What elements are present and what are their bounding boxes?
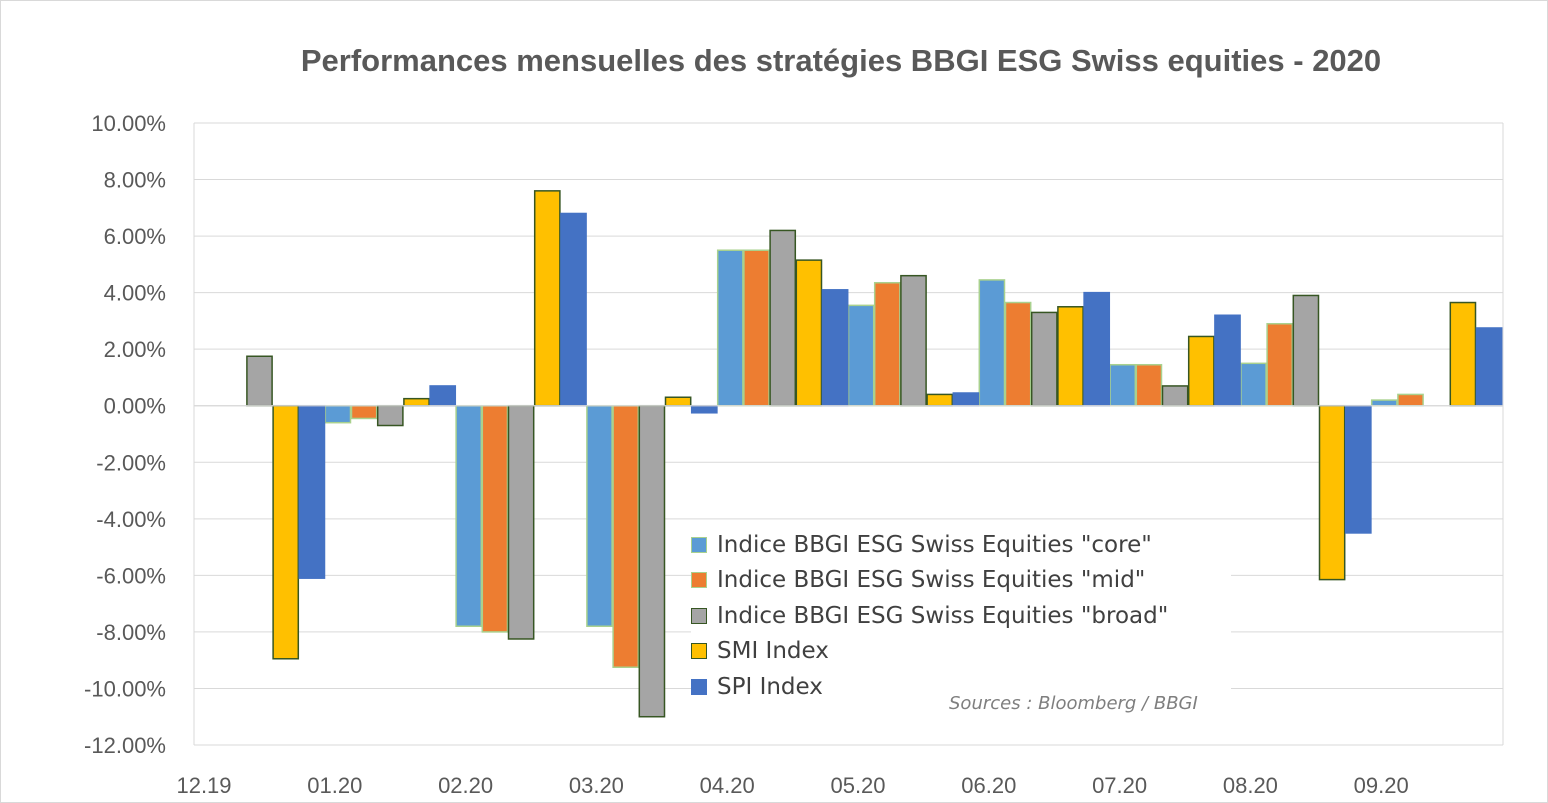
legend-label: Indice BBGI ESG Swiss Equities "core" bbox=[717, 531, 1152, 558]
y-tick-label: 8.00% bbox=[104, 168, 166, 193]
bar bbox=[481, 404, 509, 633]
bar bbox=[1030, 311, 1058, 407]
y-tick-label: -8.00% bbox=[96, 620, 166, 645]
y-tick-label: 0.00% bbox=[104, 394, 166, 419]
y-tick-label: 6.00% bbox=[104, 224, 166, 249]
bar bbox=[926, 393, 954, 407]
legend-label: SPI Index bbox=[717, 673, 823, 700]
bar bbox=[769, 229, 797, 407]
legend-item: Indice BBGI ESG Swiss Equities "broad" bbox=[691, 598, 1231, 634]
y-tick-label: -10.00% bbox=[84, 676, 166, 701]
bar bbox=[1397, 393, 1424, 407]
y-tick-label: 10.00% bbox=[91, 111, 166, 136]
x-tick-label: 04.20 bbox=[700, 773, 755, 798]
legend-swatch bbox=[691, 536, 707, 553]
bar bbox=[246, 355, 273, 407]
bar bbox=[1214, 314, 1241, 407]
legend-label: SMI Index bbox=[717, 638, 829, 665]
y-tick-label: -6.00% bbox=[96, 563, 166, 588]
bar bbox=[795, 259, 823, 407]
bar bbox=[1161, 385, 1189, 407]
bar bbox=[1266, 322, 1294, 407]
bar bbox=[743, 249, 770, 407]
bar bbox=[1083, 291, 1111, 407]
y-tick-label: -12.00% bbox=[84, 733, 166, 758]
bar bbox=[716, 249, 744, 407]
bar bbox=[1057, 306, 1084, 407]
x-tick-label: 01.20 bbox=[307, 773, 362, 798]
bar bbox=[952, 392, 980, 407]
bar bbox=[429, 385, 457, 407]
x-tick-label: 02.20 bbox=[438, 773, 493, 798]
bar bbox=[1004, 301, 1032, 407]
legend-swatch bbox=[691, 678, 707, 695]
x-tick-label: 03.20 bbox=[569, 773, 624, 798]
bar bbox=[1187, 335, 1215, 407]
legend-item: SPI Index bbox=[691, 669, 1231, 705]
chart-legend: Indice BBGI ESG Swiss Equities "core" Ind… bbox=[691, 527, 1231, 705]
bar bbox=[586, 404, 613, 628]
x-tick-label: 08.20 bbox=[1223, 773, 1278, 798]
bar bbox=[821, 289, 849, 407]
bar bbox=[455, 404, 483, 628]
bar bbox=[1292, 294, 1320, 407]
chart-title: Performances mensuelles des stratégies B… bbox=[300, 43, 1382, 78]
legend-item: SMI Index bbox=[691, 634, 1231, 670]
bar bbox=[1109, 363, 1137, 407]
y-tick-label: -2.00% bbox=[96, 450, 166, 475]
bar bbox=[612, 404, 640, 668]
source-annotation: Sources : Bloomberg / BBGI bbox=[949, 693, 1198, 714]
bar bbox=[873, 281, 901, 407]
y-tick-label: 4.00% bbox=[104, 281, 166, 306]
legend-item: Indice BBGI ESG Swiss Equities "core" bbox=[691, 527, 1231, 563]
bar bbox=[690, 404, 718, 414]
bar bbox=[638, 404, 666, 718]
bar bbox=[1240, 362, 1267, 407]
bar bbox=[272, 404, 300, 660]
bar bbox=[507, 404, 535, 640]
x-tick-label: 05.20 bbox=[830, 773, 885, 798]
bar bbox=[403, 397, 430, 407]
bar bbox=[1475, 327, 1503, 407]
y-tick-label: -4.00% bbox=[96, 507, 166, 532]
bar bbox=[350, 404, 378, 420]
bar bbox=[1135, 363, 1163, 407]
bar bbox=[1318, 404, 1346, 581]
bar bbox=[560, 212, 587, 407]
y-tick-label: 2.00% bbox=[104, 337, 166, 362]
bar bbox=[1449, 301, 1477, 407]
bar bbox=[376, 404, 404, 427]
x-tick-label: 09.20 bbox=[1354, 773, 1409, 798]
legend-label: Indice BBGI ESG Swiss Equities "mid" bbox=[717, 567, 1146, 594]
legend-item: Indice BBGI ESG Swiss Equities "mid" bbox=[691, 563, 1231, 599]
legend-swatch bbox=[691, 572, 707, 589]
bar bbox=[978, 279, 1006, 407]
x-tick-label: 07.20 bbox=[1092, 773, 1147, 798]
bar bbox=[533, 190, 561, 407]
bar bbox=[324, 404, 352, 424]
bar bbox=[664, 396, 692, 407]
bar bbox=[1370, 399, 1398, 407]
bar bbox=[298, 404, 326, 579]
legend-swatch bbox=[691, 607, 707, 624]
legend-label: Indice BBGI ESG Swiss Equities "broad" bbox=[717, 602, 1169, 629]
legend-swatch bbox=[691, 643, 707, 660]
x-tick-label: 06.20 bbox=[961, 773, 1016, 798]
bar bbox=[847, 304, 875, 407]
x-tick-label: 12.19 bbox=[176, 773, 231, 798]
bar bbox=[900, 274, 927, 407]
bar bbox=[1344, 404, 1372, 534]
